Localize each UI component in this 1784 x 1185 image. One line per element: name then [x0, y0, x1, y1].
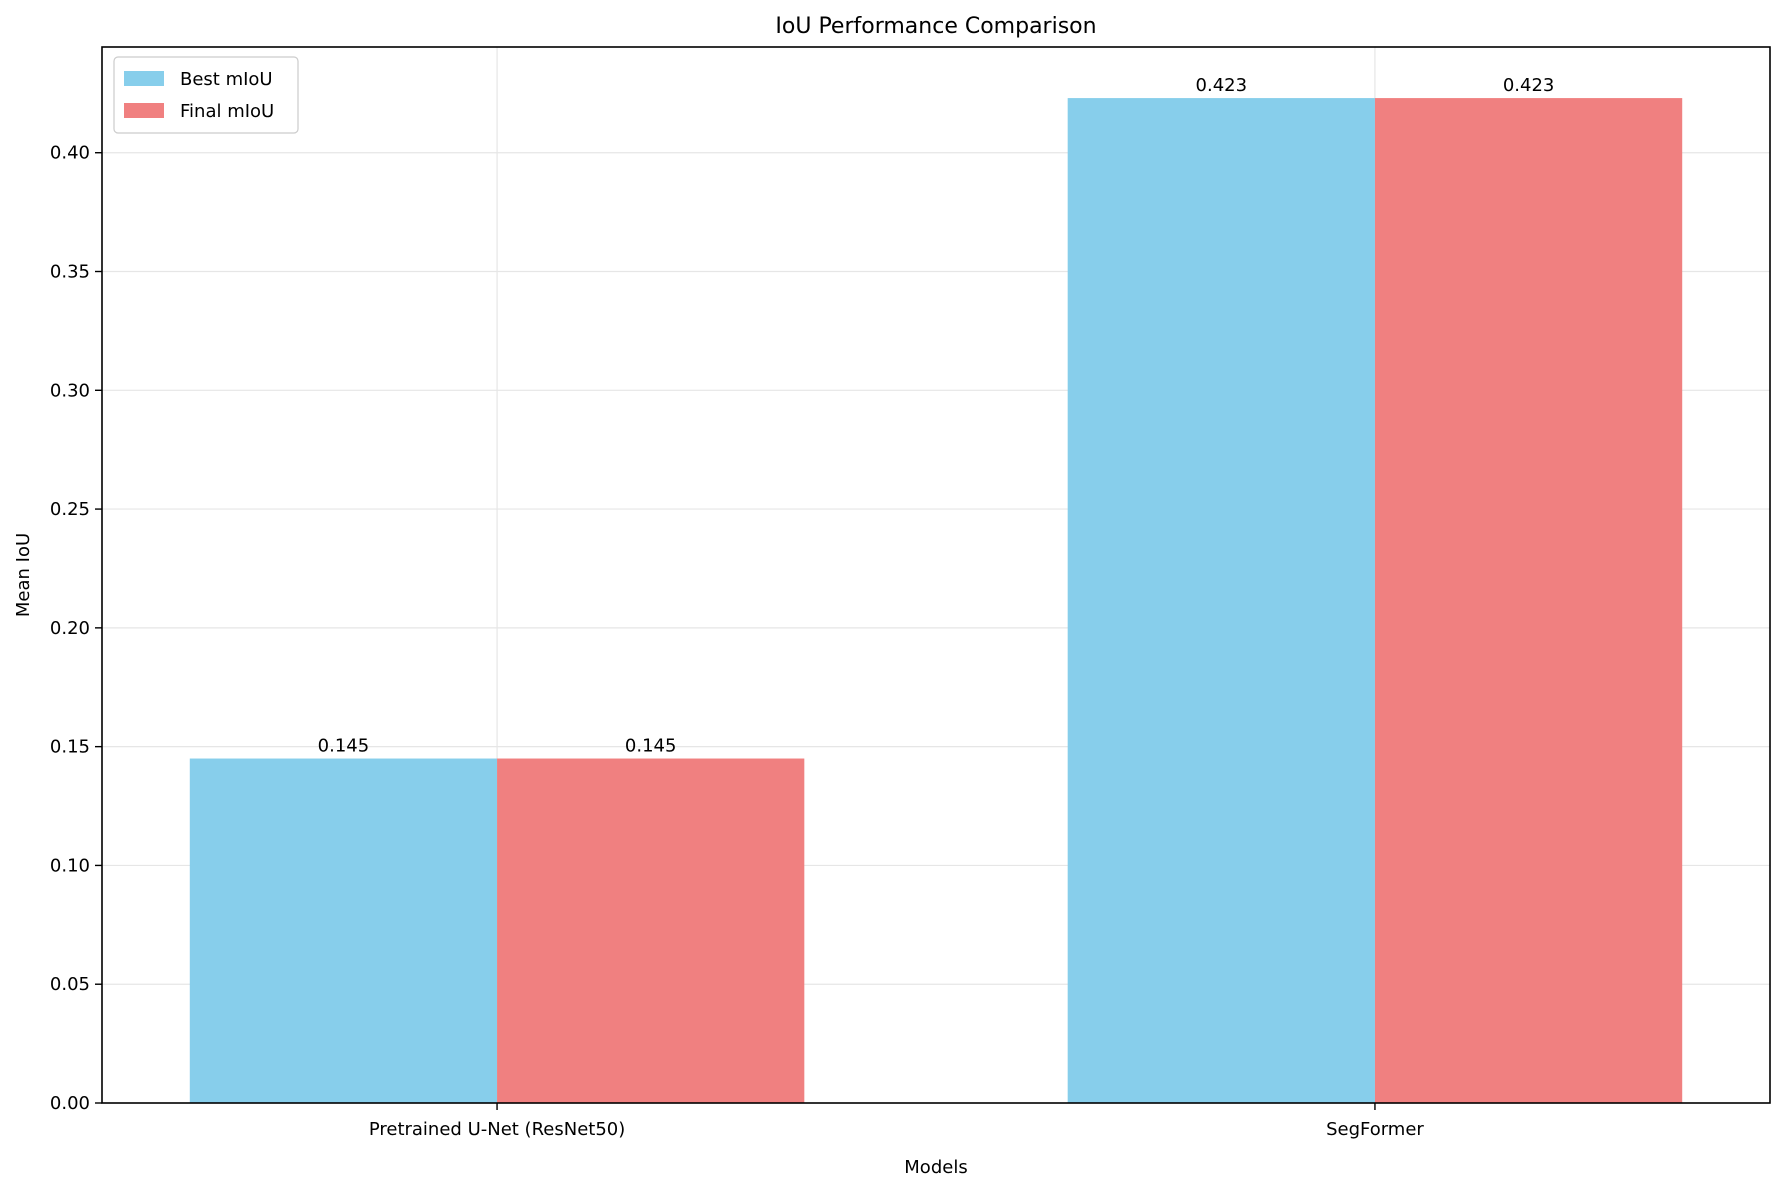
legend-entry-label: Best mIoU [180, 69, 273, 90]
bar-labels-layer: 0.145 0.423 0.145 0.423 [318, 75, 1555, 756]
x-axis: Pretrained U-Net (ResNet50) SegFormer [369, 1103, 1424, 1140]
legend: Best mIoU Final mIoU [113, 56, 299, 134]
x-tick-label: Pretrained U-Net (ResNet50) [369, 1119, 625, 1140]
y-tick-label: 0.05 [50, 974, 90, 995]
legend-swatch [124, 103, 164, 118]
bar-final-miou-0 [497, 758, 805, 1103]
y-axis: 0.00 0.05 0.10 0.15 0.20 0.25 0.30 0.35 0.40 [50, 143, 102, 1114]
y-tick-label: 0.10 [50, 855, 90, 876]
y-tick-label: 0.35 [50, 262, 90, 283]
bars-layer [189, 98, 1683, 1103]
bar-value-label: 0.145 [318, 736, 370, 757]
y-axis-label: Mean IoU [13, 533, 34, 617]
y-tick-label: 0.15 [50, 737, 90, 758]
legend-entry-label: Final mIoU [180, 101, 274, 122]
y-tick-label: 0.20 [50, 618, 90, 639]
y-tick-label: 0.25 [50, 499, 90, 520]
y-tick-label: 0.40 [50, 143, 90, 164]
bar-value-label: 0.145 [625, 736, 677, 757]
y-tick-label: 0.30 [50, 380, 90, 401]
x-axis-label: Models [904, 1157, 967, 1178]
legend-swatch [124, 71, 164, 86]
plot-frame [101, 46, 1771, 1104]
bar-best-miou-0 [189, 758, 498, 1103]
bar-value-label: 0.423 [1196, 75, 1248, 96]
bar-final-miou-1 [1374, 98, 1683, 1103]
bar-value-label: 0.423 [1503, 75, 1555, 96]
bar-best-miou-1 [1067, 98, 1375, 1103]
y-tick-label: 0.00 [50, 1093, 90, 1114]
x-tick-label: SegFormer [1326, 1119, 1424, 1140]
chart-title: IoU Performance Comparison [775, 14, 1096, 39]
